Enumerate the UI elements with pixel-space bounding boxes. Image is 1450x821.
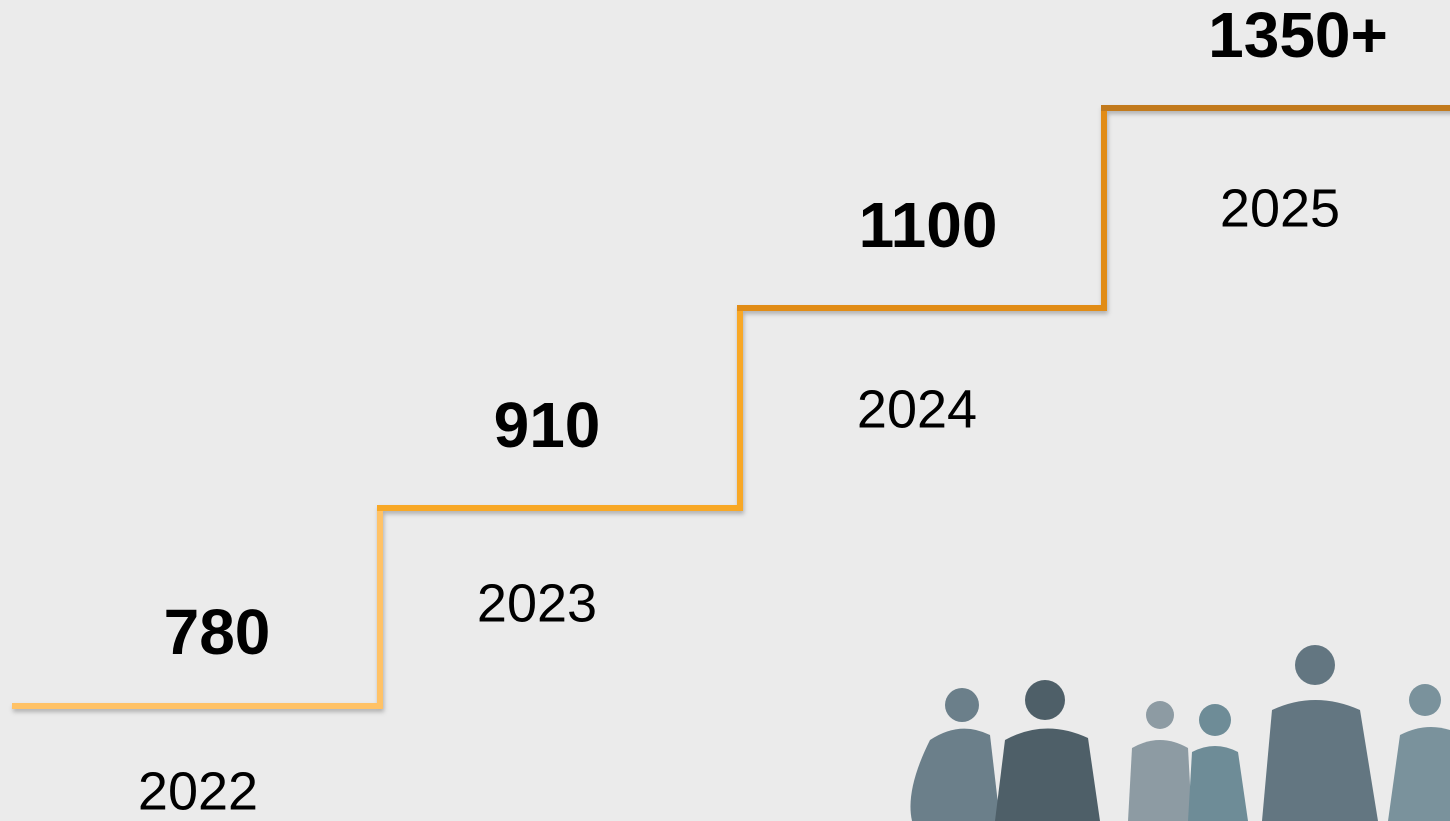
person-head: [1025, 680, 1065, 720]
background: [0, 0, 1450, 821]
step-year: 2023: [477, 573, 597, 633]
step-year: 2025: [1220, 178, 1340, 238]
person-head: [945, 688, 979, 722]
step-year: 2022: [138, 761, 258, 821]
step-number: 1100: [859, 189, 998, 261]
person-body: [995, 728, 1100, 821]
person-head: [1409, 684, 1441, 716]
person-body: [1128, 740, 1192, 821]
person-head: [1295, 645, 1335, 685]
step-year: 2024: [857, 379, 977, 439]
person-body: [1262, 700, 1378, 821]
person-head: [1146, 701, 1174, 729]
step-number: 780: [164, 596, 271, 668]
infographic: 780 2022 910 2023 1100 2024 1350+ 2025: [0, 0, 1450, 821]
person-head: [1199, 704, 1231, 736]
step-number: 910: [494, 389, 601, 461]
step-number: 1350+: [1208, 0, 1388, 71]
